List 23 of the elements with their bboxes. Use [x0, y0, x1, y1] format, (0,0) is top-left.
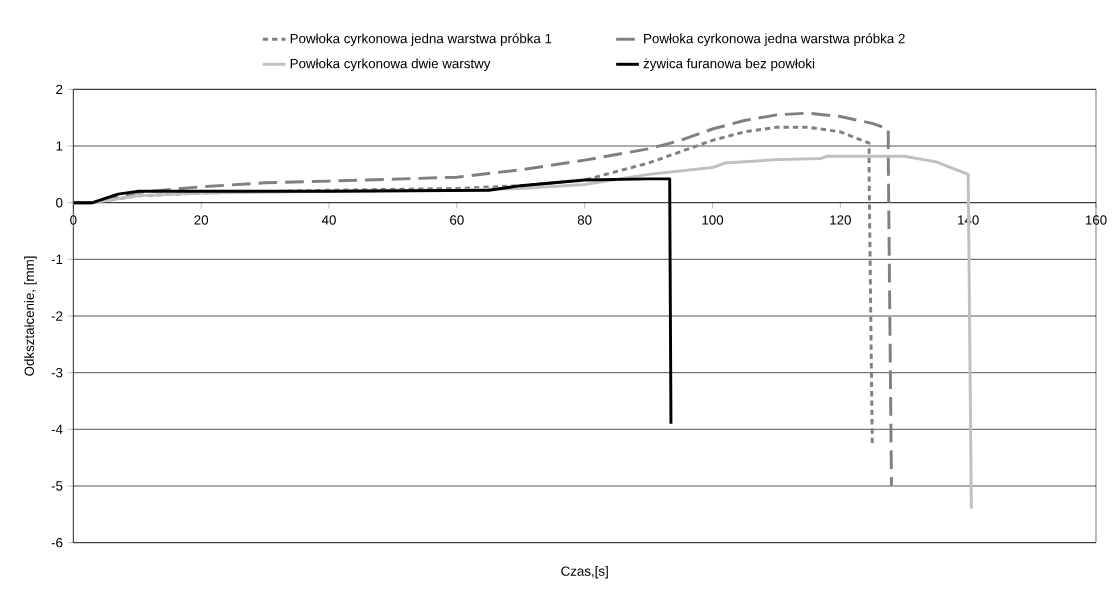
y-tick-label: 2 [56, 84, 63, 95]
y-axis-title: Odkształcenie, [mm] [24, 256, 37, 376]
x-tick-label: 160 [1085, 215, 1107, 225]
y-tick-label: -3 [51, 368, 63, 378]
y-tick-label: -6 [51, 538, 63, 548]
x-tick-label: 0 [70, 215, 77, 225]
y-tick-label: -2 [51, 311, 63, 321]
x-tick-label: 60 [450, 215, 464, 225]
x-tick-label: 80 [577, 215, 592, 225]
x-axis-title: Czas,[s] [561, 566, 608, 579]
y-tick-label: -4 [51, 424, 63, 435]
x-tick-label: 40 [321, 215, 336, 225]
legend-label: Powłoka cyrkonowa dwie warstwy [290, 58, 491, 72]
y-tick-label: -5 [51, 481, 63, 491]
x-tick-label: 20 [194, 215, 209, 225]
y-tick-label: 1 [56, 141, 63, 151]
y-tick-label: 0 [56, 198, 63, 208]
x-tick-label: 100 [702, 215, 724, 225]
x-tick-label: 120 [830, 215, 851, 225]
legend-label: Powłoka cyrkonowa jedna warstwa próbka 1 [290, 33, 552, 47]
legend-label: Powłoka cyrkonowa jedna warstwa próbka 2 [644, 33, 905, 47]
legend-label: żywica furanowa bez powłoki [643, 58, 815, 72]
y-tick-label: -1 [51, 254, 63, 265]
